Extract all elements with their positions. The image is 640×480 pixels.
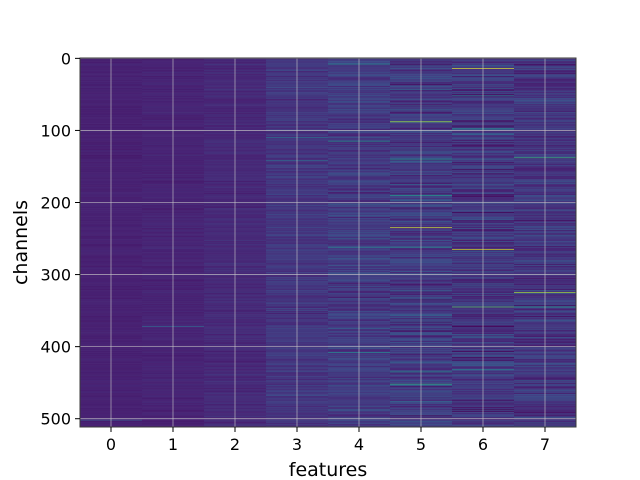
x-axis-ticks: 0 1 2 3 4 5 6 7 [106, 427, 550, 454]
y-axis-label: channels [10, 200, 32, 285]
x-tick-label: 0 [106, 435, 116, 454]
y-tick-label: 300 [40, 266, 71, 285]
y-tick-label: 0 [61, 49, 71, 68]
x-tick-label: 2 [230, 435, 240, 454]
y-tick-label: 100 [40, 121, 71, 140]
heatmap-cells [80, 58, 577, 428]
x-tick-label: 3 [292, 435, 302, 454]
x-tick-label: 4 [354, 435, 364, 454]
grid-lines [80, 57, 576, 427]
y-tick-label: 200 [40, 194, 71, 213]
x-tick-label: 7 [540, 435, 550, 454]
y-tick-label: 400 [40, 338, 71, 357]
x-axis-label: features [289, 459, 368, 480]
plot-frame [79, 57, 577, 428]
y-tick-label: 500 [40, 410, 71, 429]
x-tick-label: 1 [168, 435, 178, 454]
x-tick-label: 5 [416, 435, 426, 454]
x-tick-label: 6 [478, 435, 488, 454]
y-axis-ticks: 0 100 200 300 400 500 [40, 49, 80, 429]
